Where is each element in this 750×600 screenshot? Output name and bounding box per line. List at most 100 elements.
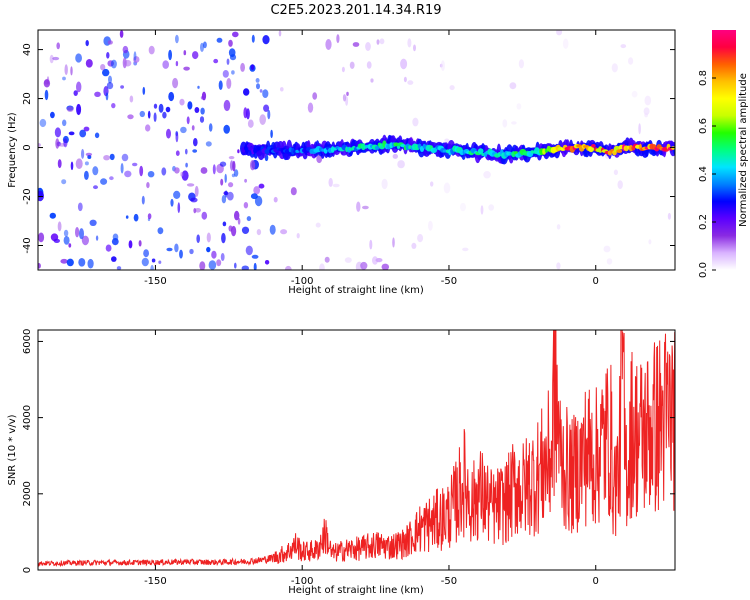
heatmap-noise-blob xyxy=(81,148,85,159)
heatmap-noise-blob xyxy=(221,195,227,204)
snr-y-ticks: 0 2000 4000 6000 xyxy=(22,329,675,573)
heatmap-noise-blob xyxy=(231,173,236,178)
heatmap-noise-blob xyxy=(166,128,171,139)
heatmap-noise-blob xyxy=(39,118,47,128)
heatmap-noise-blob xyxy=(57,159,62,169)
heatmap-noise-blob xyxy=(224,190,228,198)
y-tick-label: -40 xyxy=(22,237,33,253)
heatmap-noise-blob xyxy=(133,56,140,63)
heatmap-signal-core xyxy=(477,148,484,154)
heatmap-noise-blob xyxy=(100,178,108,185)
heatmap-noise-blob xyxy=(162,60,169,69)
heatmap-noise-blob xyxy=(112,233,119,241)
heatmap-noise-blob xyxy=(52,56,60,61)
heatmap-noise-blob xyxy=(183,50,187,56)
heatmap-noise-blob xyxy=(85,152,93,157)
heatmap-noise-blob xyxy=(407,38,412,48)
heatmap-noise-blob xyxy=(185,162,188,168)
heatmap-noise-blob xyxy=(407,80,414,85)
heatmap-noise-blob xyxy=(251,254,259,259)
heatmap-noise-blob xyxy=(143,249,150,258)
heatmap-noise-blob xyxy=(127,114,134,120)
heatmap-noise-blob xyxy=(120,85,124,89)
heatmap-noise-blob xyxy=(244,178,248,183)
heatmap-noise-blob xyxy=(66,258,74,267)
heatmap-noise-blob xyxy=(262,89,269,98)
colorbar-tick-label: 0.2 xyxy=(698,214,709,230)
colorbar-label: Normalized spectral amplitude xyxy=(738,73,749,227)
heatmap-noise-blob xyxy=(270,129,273,139)
heatmap-noise-blob xyxy=(412,117,419,127)
heatmap-noise-blob xyxy=(243,202,249,209)
heatmap-noise-blob xyxy=(342,94,347,102)
heatmap-noise-blob xyxy=(325,39,332,50)
heatmap-noise-blob xyxy=(341,66,345,73)
heatmap-noise-blob xyxy=(256,229,262,236)
heatmap-noise-blob xyxy=(509,82,517,90)
heatmap-noise-blob xyxy=(226,78,232,89)
heatmap-noise-blob xyxy=(43,79,50,85)
heatmap-signal-core xyxy=(588,146,594,153)
heatmap-noise-blob xyxy=(430,181,434,187)
heatmap-noise-blob xyxy=(158,103,164,113)
heatmap-noise-blob xyxy=(124,170,132,178)
heatmap-noise-blob xyxy=(151,258,156,263)
heatmap-noise-blob xyxy=(556,224,561,230)
heatmap-noise-blob xyxy=(280,229,288,235)
y-tick-label: 40 xyxy=(22,43,33,56)
heatmap-noise-blob xyxy=(119,30,124,38)
heatmap-noise-blob xyxy=(413,44,416,52)
x-tick-label: 0 xyxy=(593,276,599,287)
x-tick-label: -100 xyxy=(291,576,314,587)
snr-x-ticks: -150 -100 -50 0 xyxy=(144,330,599,587)
heatmap-noise-blob xyxy=(375,258,383,263)
heatmap-noise-blob xyxy=(197,85,200,89)
heatmap-noise-blob xyxy=(228,39,233,47)
heatmap-noise-blob xyxy=(220,253,225,261)
heatmap-noise-blob xyxy=(356,201,361,212)
heatmap-noise-blob xyxy=(332,183,340,188)
heatmap-noise-blob xyxy=(516,103,522,110)
heatmap-noise-blob xyxy=(253,262,257,270)
heatmap-noise-blob xyxy=(133,213,139,222)
heatmap-panel: -150 -100 -50 0 -40 -20 0 20 40 Height of strai… xyxy=(7,29,676,296)
heatmap-noise-blob xyxy=(366,61,372,69)
heatmap-noise-blob xyxy=(231,70,235,75)
snr-y-axis-label: SNR (10 * v/v) xyxy=(7,414,18,485)
heatmap-noise-blob xyxy=(78,258,86,267)
heatmap-noise-blob xyxy=(75,53,82,63)
heatmap-noise-blob xyxy=(177,202,181,214)
heatmap-noise-blob xyxy=(186,116,190,125)
heatmap-noise-blob xyxy=(290,187,297,196)
heatmap-noise-blob xyxy=(120,163,124,174)
heatmap-noise-blob xyxy=(193,208,197,214)
heatmap-noise-blob xyxy=(55,138,60,149)
heatmap-noise-blob xyxy=(228,48,236,57)
heatmap-noise-blob xyxy=(255,78,260,83)
heatmap-noise-blob xyxy=(196,234,200,243)
heatmap-noise-blob xyxy=(49,54,54,64)
heatmap-noise-blob xyxy=(440,60,445,72)
heatmap-noise-blob xyxy=(153,103,158,109)
heatmap-noise-blob xyxy=(148,45,155,55)
colorbar-ticks: 0.0 0.2 0.4 0.6 0.8 xyxy=(698,70,716,278)
heatmap-noise-blob xyxy=(417,234,424,243)
heatmap-noise-blob xyxy=(111,103,116,109)
heatmap-noise-blob xyxy=(61,119,67,127)
heatmap-noise-blob xyxy=(428,220,433,231)
heatmap-noise-blob xyxy=(157,227,164,235)
heatmap-noise-blob xyxy=(60,258,68,264)
heatmap-noise-blob xyxy=(206,232,211,243)
heatmap-noise-blob xyxy=(63,236,70,245)
heatmap-noise-blob xyxy=(208,260,217,270)
snr-series-line xyxy=(38,330,675,568)
heatmap-noise-blob xyxy=(73,90,78,96)
heatmap-signal-core xyxy=(396,145,401,149)
heatmap-noise-blob xyxy=(237,149,240,154)
heatmap-noise-blob xyxy=(106,52,110,59)
colorbar-tick-label: 0.6 xyxy=(698,118,709,134)
heatmap-noise-blob xyxy=(201,91,207,101)
heatmap-noise-blob xyxy=(216,37,223,43)
heatmap-noise-blob xyxy=(222,221,227,227)
heatmap-noise-blob xyxy=(150,264,154,270)
